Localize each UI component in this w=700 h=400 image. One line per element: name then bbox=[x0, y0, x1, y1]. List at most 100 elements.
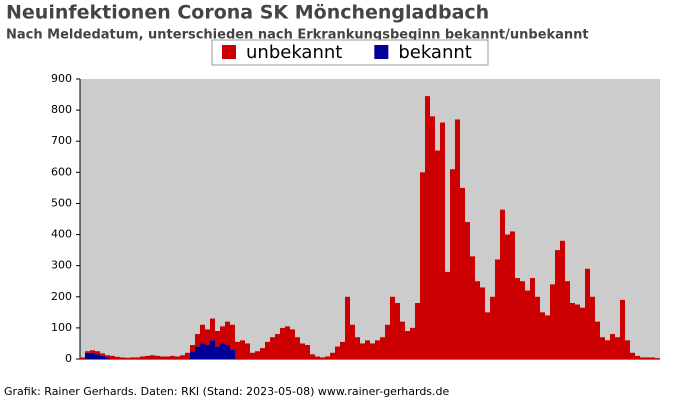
bar bbox=[600, 337, 605, 359]
y-tick-label: 200 bbox=[51, 290, 72, 303]
bar bbox=[80, 357, 85, 359]
bar bbox=[640, 357, 645, 359]
bar bbox=[170, 355, 175, 359]
bar bbox=[275, 334, 280, 359]
bar bbox=[490, 296, 495, 359]
bar bbox=[360, 343, 365, 359]
bar bbox=[210, 318, 215, 341]
bar bbox=[645, 357, 650, 359]
legend-box bbox=[211, 39, 489, 66]
bar bbox=[565, 281, 570, 359]
bar bbox=[250, 352, 255, 359]
bar bbox=[590, 296, 595, 359]
bar bbox=[355, 337, 360, 359]
bar bbox=[530, 278, 535, 359]
bar bbox=[370, 343, 375, 359]
bar bbox=[450, 169, 455, 359]
y-tick-label: 0 bbox=[65, 352, 72, 365]
bar bbox=[100, 355, 105, 359]
bar bbox=[510, 231, 515, 359]
bar bbox=[175, 356, 180, 359]
bar bbox=[310, 354, 315, 359]
bar bbox=[140, 356, 145, 359]
y-tick-label: 400 bbox=[51, 228, 72, 241]
bar bbox=[345, 296, 350, 359]
bar bbox=[210, 340, 215, 359]
bar bbox=[190, 345, 195, 352]
bar bbox=[520, 281, 525, 359]
legend-swatch bbox=[374, 45, 389, 59]
bar bbox=[305, 345, 310, 359]
bar bbox=[85, 352, 90, 359]
bar bbox=[480, 287, 485, 359]
bar bbox=[635, 355, 640, 359]
bar bbox=[475, 281, 480, 359]
bar bbox=[655, 358, 660, 359]
legend-label: bekannt bbox=[398, 42, 472, 63]
bar bbox=[290, 329, 295, 359]
bar bbox=[245, 343, 250, 359]
bar bbox=[495, 259, 500, 359]
bar bbox=[145, 355, 150, 359]
bar bbox=[390, 296, 395, 359]
bar bbox=[230, 324, 235, 350]
bar bbox=[135, 357, 140, 359]
bar bbox=[620, 299, 625, 359]
bar bbox=[470, 256, 475, 359]
bar bbox=[625, 340, 630, 359]
bar bbox=[560, 240, 565, 359]
bar bbox=[430, 116, 435, 359]
bar bbox=[595, 321, 600, 359]
bar bbox=[585, 268, 590, 359]
bar bbox=[630, 352, 635, 359]
bar bbox=[240, 340, 245, 359]
bar bbox=[295, 337, 300, 359]
bar bbox=[100, 353, 105, 356]
bar bbox=[375, 340, 380, 359]
bar bbox=[555, 250, 560, 359]
bar bbox=[570, 303, 575, 359]
bar bbox=[95, 354, 100, 359]
chart-title: Neuinfektionen Corona SK Mönchengladbach bbox=[6, 2, 489, 24]
bar bbox=[605, 340, 610, 359]
bar bbox=[405, 331, 410, 359]
bar bbox=[325, 356, 330, 359]
legend bbox=[211, 39, 489, 66]
bar bbox=[350, 324, 355, 359]
bar bbox=[285, 326, 290, 359]
bar bbox=[515, 278, 520, 359]
bar bbox=[150, 355, 155, 359]
bar bbox=[115, 356, 120, 359]
bar bbox=[435, 150, 440, 359]
bar bbox=[185, 352, 190, 359]
bar bbox=[165, 356, 170, 359]
bar bbox=[215, 346, 220, 359]
bar bbox=[505, 234, 510, 359]
bar bbox=[425, 96, 430, 359]
bar bbox=[465, 222, 470, 359]
bar bbox=[415, 303, 420, 359]
bar bbox=[105, 357, 110, 359]
bar bbox=[485, 312, 490, 359]
bar bbox=[155, 355, 160, 359]
bar bbox=[420, 172, 425, 359]
bar bbox=[270, 337, 275, 359]
bar bbox=[460, 187, 465, 359]
bar bbox=[300, 343, 305, 359]
bar bbox=[650, 357, 655, 359]
bar bbox=[195, 334, 200, 347]
bar bbox=[330, 352, 335, 359]
bar bbox=[340, 341, 345, 359]
bar bbox=[225, 345, 230, 359]
bar bbox=[525, 290, 530, 359]
y-tick-label: 800 bbox=[51, 103, 72, 116]
y-tick-label: 700 bbox=[51, 134, 72, 147]
bar bbox=[610, 334, 615, 359]
bar bbox=[400, 321, 405, 359]
bar bbox=[315, 356, 320, 359]
bar bbox=[110, 355, 115, 359]
bar bbox=[580, 307, 585, 359]
bar bbox=[550, 284, 555, 359]
bar bbox=[190, 351, 195, 359]
